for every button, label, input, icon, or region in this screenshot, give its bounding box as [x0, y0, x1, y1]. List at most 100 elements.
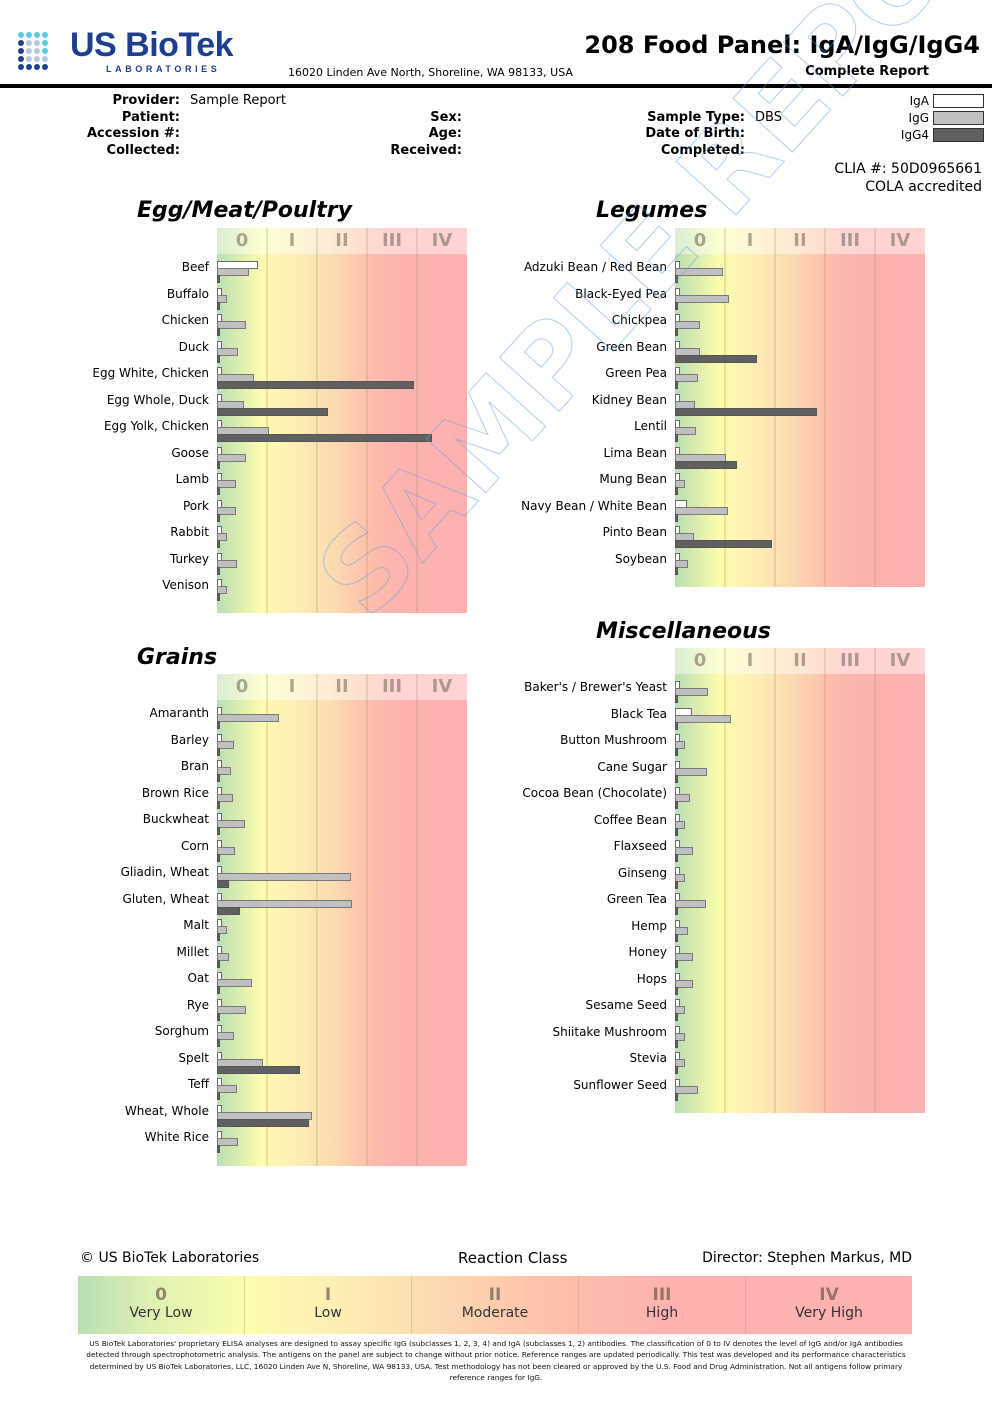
class-label: IV	[431, 230, 453, 251]
food-label: Chickpea	[611, 313, 667, 327]
food-label: Green Pea	[605, 366, 667, 380]
bar-igg4	[217, 906, 240, 915]
food-label: Barley	[170, 732, 209, 747]
food-label: Lamb	[175, 472, 209, 486]
bar-igg	[675, 1059, 685, 1067]
food-label: Mung Bean	[599, 472, 667, 486]
bar-igg	[675, 1085, 698, 1094]
bar-igg4	[217, 1039, 220, 1047]
cola-accredited: COLA accredited	[865, 179, 982, 195]
bar-igg	[217, 1032, 234, 1040]
food-label: Turkey	[169, 551, 209, 566]
logo-dot	[34, 56, 40, 62]
bar-igg4	[217, 986, 220, 994]
food-label: Honey	[628, 945, 667, 959]
bar-igg4	[217, 774, 220, 782]
bar-igg	[217, 1085, 237, 1093]
collected-label: Collected:	[106, 143, 180, 158]
legend-item-igg: IgG	[909, 110, 984, 125]
bar-igg4	[217, 1145, 220, 1153]
scale-class-0: 0 Very Low	[78, 1276, 245, 1334]
bar-igg4	[217, 566, 220, 575]
bar-igg	[675, 427, 696, 435]
bar-igg4	[217, 1012, 220, 1021]
legend-swatch	[933, 93, 984, 108]
bar-igg4	[675, 695, 678, 703]
class-label: I	[288, 230, 296, 251]
class-label: II	[793, 230, 807, 251]
class-divider	[316, 228, 318, 613]
food-label: Hops	[636, 971, 667, 986]
bar-igg4	[217, 407, 328, 416]
food-label: Egg Yolk, Chicken	[103, 419, 209, 433]
bar-igg	[675, 559, 688, 568]
bar-igg4	[675, 301, 678, 310]
bar-igg4	[675, 721, 678, 730]
food-label: Button Mushroom	[560, 733, 667, 747]
scale-class-3: III High	[579, 1276, 746, 1334]
patient-label: Patient:	[121, 110, 180, 125]
bar-igg	[217, 793, 233, 802]
food-label: Buffalo	[166, 286, 209, 301]
class-divider	[874, 648, 876, 1113]
provider-value: Sample Report	[190, 93, 286, 108]
class-divider	[266, 674, 268, 1166]
food-label: Gliadin, Wheat	[120, 865, 209, 879]
received-label: Received:	[390, 143, 462, 158]
reaction-class-title: Reaction Class	[458, 1249, 568, 1267]
chart-class-header	[217, 674, 467, 700]
dob-label: Date of Birth:	[645, 126, 745, 141]
class-label: I	[746, 650, 754, 671]
provider-label: Provider:	[112, 93, 180, 108]
scale-name: Low	[314, 1305, 342, 1321]
bar-igg	[675, 1032, 685, 1041]
legend-label: IgA	[909, 93, 929, 108]
class-label: III	[381, 676, 403, 697]
bar-igg	[217, 347, 238, 356]
food-label: Beef	[181, 260, 209, 274]
bar-igg	[675, 714, 731, 723]
sample-type-value: DBS	[755, 110, 782, 125]
bar-igg4	[217, 1092, 220, 1100]
bar-igg	[217, 533, 227, 541]
bar-igg4	[675, 354, 757, 363]
bar-igg4	[675, 854, 678, 862]
reaction-class-scale: 0 Very Low I Low II Moderate III High IV Very…	[78, 1276, 912, 1334]
logo-dot	[34, 40, 40, 46]
logo-dot	[18, 48, 24, 54]
class-divider	[266, 228, 268, 613]
food-label: Spelt	[178, 1050, 209, 1065]
class-divider	[724, 648, 726, 1113]
bar-igg4	[217, 747, 220, 756]
food-label: Green Bean	[596, 339, 667, 354]
director: Director: Stephen Markus, MD	[702, 1250, 912, 1266]
panel-title-egg-meat-poultry: Egg/Meat/Poultry	[137, 198, 352, 223]
logo-dot	[18, 56, 24, 62]
food-label: Navy Bean / White Bean	[521, 498, 667, 513]
bar-igg4	[675, 1039, 678, 1048]
food-label: White Rice	[144, 1130, 209, 1144]
food-label: Hemp	[631, 918, 667, 933]
bar-igg	[217, 873, 351, 881]
food-label: Black Tea	[610, 706, 667, 721]
food-label: Sesame Seed	[585, 998, 668, 1012]
bar-igg	[217, 586, 227, 594]
food-label: Adzuki Bean / Red Bean	[523, 260, 667, 274]
food-label: Venison	[162, 578, 209, 592]
logo-dots-icon	[18, 32, 66, 74]
food-label: Sorghum	[154, 1024, 209, 1038]
scale-num: I	[324, 1285, 332, 1305]
class-divider	[366, 228, 368, 613]
food-label: Buckwheat	[142, 812, 209, 826]
food-label: Coffee Bean	[593, 812, 667, 827]
bar-igg4	[675, 774, 678, 783]
clia-number: CLIA #: 50D0965661	[834, 161, 982, 177]
food-label: Rabbit	[170, 525, 209, 539]
bar-igg	[675, 873, 685, 882]
bar-igg4	[217, 487, 220, 495]
bar-igg4	[675, 1013, 678, 1021]
food-label: Sunflower Seed	[573, 1077, 667, 1092]
lab-address: 16020 Linden Ave North, Shoreline, WA 98…	[288, 66, 573, 79]
class-label: IV	[431, 676, 453, 697]
class-label: I	[288, 676, 296, 697]
